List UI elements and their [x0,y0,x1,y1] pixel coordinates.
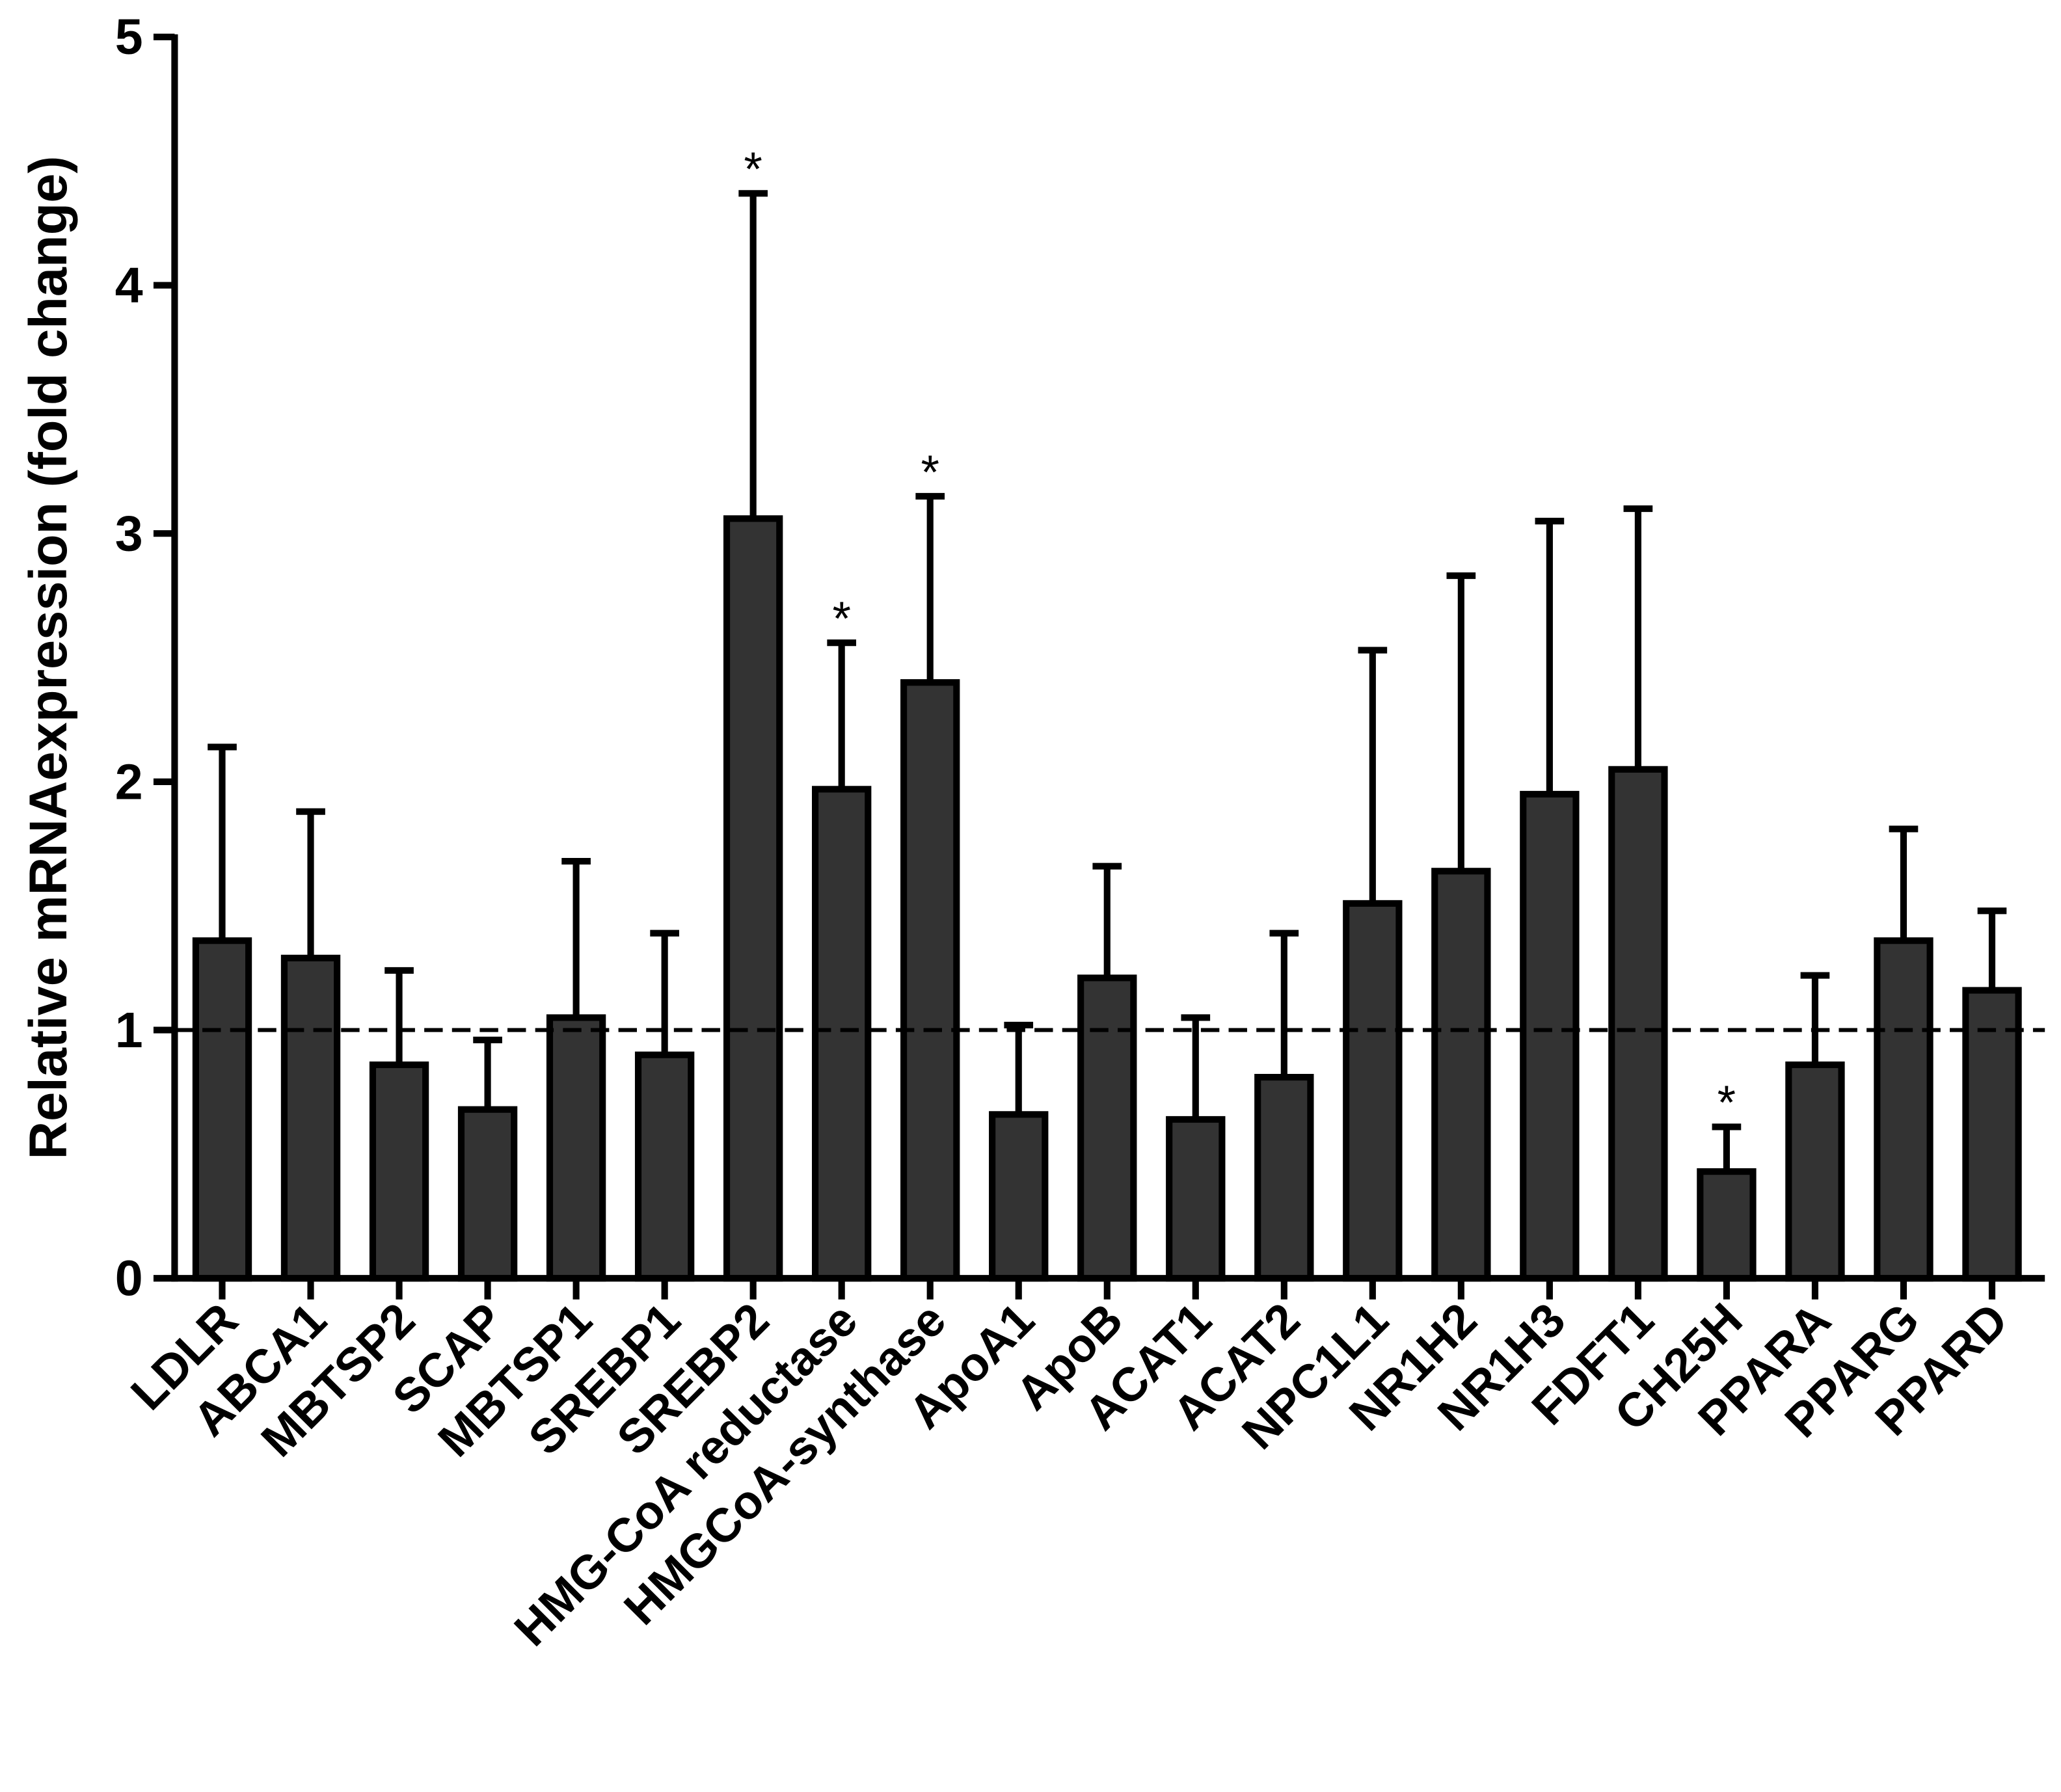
bar [634,1051,695,1282]
bar [723,515,783,1282]
bar [900,679,960,1282]
bar [1608,766,1668,1282]
y-tick-label: 5 [115,9,143,65]
y-tick-label: 0 [115,1251,143,1307]
bar [457,1106,518,1282]
bar [1166,1116,1226,1282]
y-tick-label: 4 [115,258,143,314]
significance-marker: * [744,143,762,196]
y-tick-label: 3 [115,506,143,562]
bar [1343,900,1403,1282]
bar [1254,1074,1314,1282]
y-tick-label: 1 [115,1002,143,1058]
bar [1962,987,2022,1282]
bar [369,1061,429,1282]
bar [1431,868,1491,1282]
bar [1874,937,1933,1282]
y-axis-label: Relative mRNAexpression (fold change) [19,156,78,1160]
bar [280,954,341,1282]
significance-marker: * [1717,1077,1736,1129]
bar [1697,1168,1757,1282]
bar [546,1014,606,1282]
y-tick-label: 2 [115,754,143,810]
bar [1520,790,1580,1282]
significance-marker: * [832,593,850,645]
bar [192,937,252,1282]
bar [1077,974,1137,1282]
significance-marker: * [921,446,939,499]
bar [1785,1061,1845,1282]
bar [989,1111,1049,1282]
bar [811,786,872,1282]
